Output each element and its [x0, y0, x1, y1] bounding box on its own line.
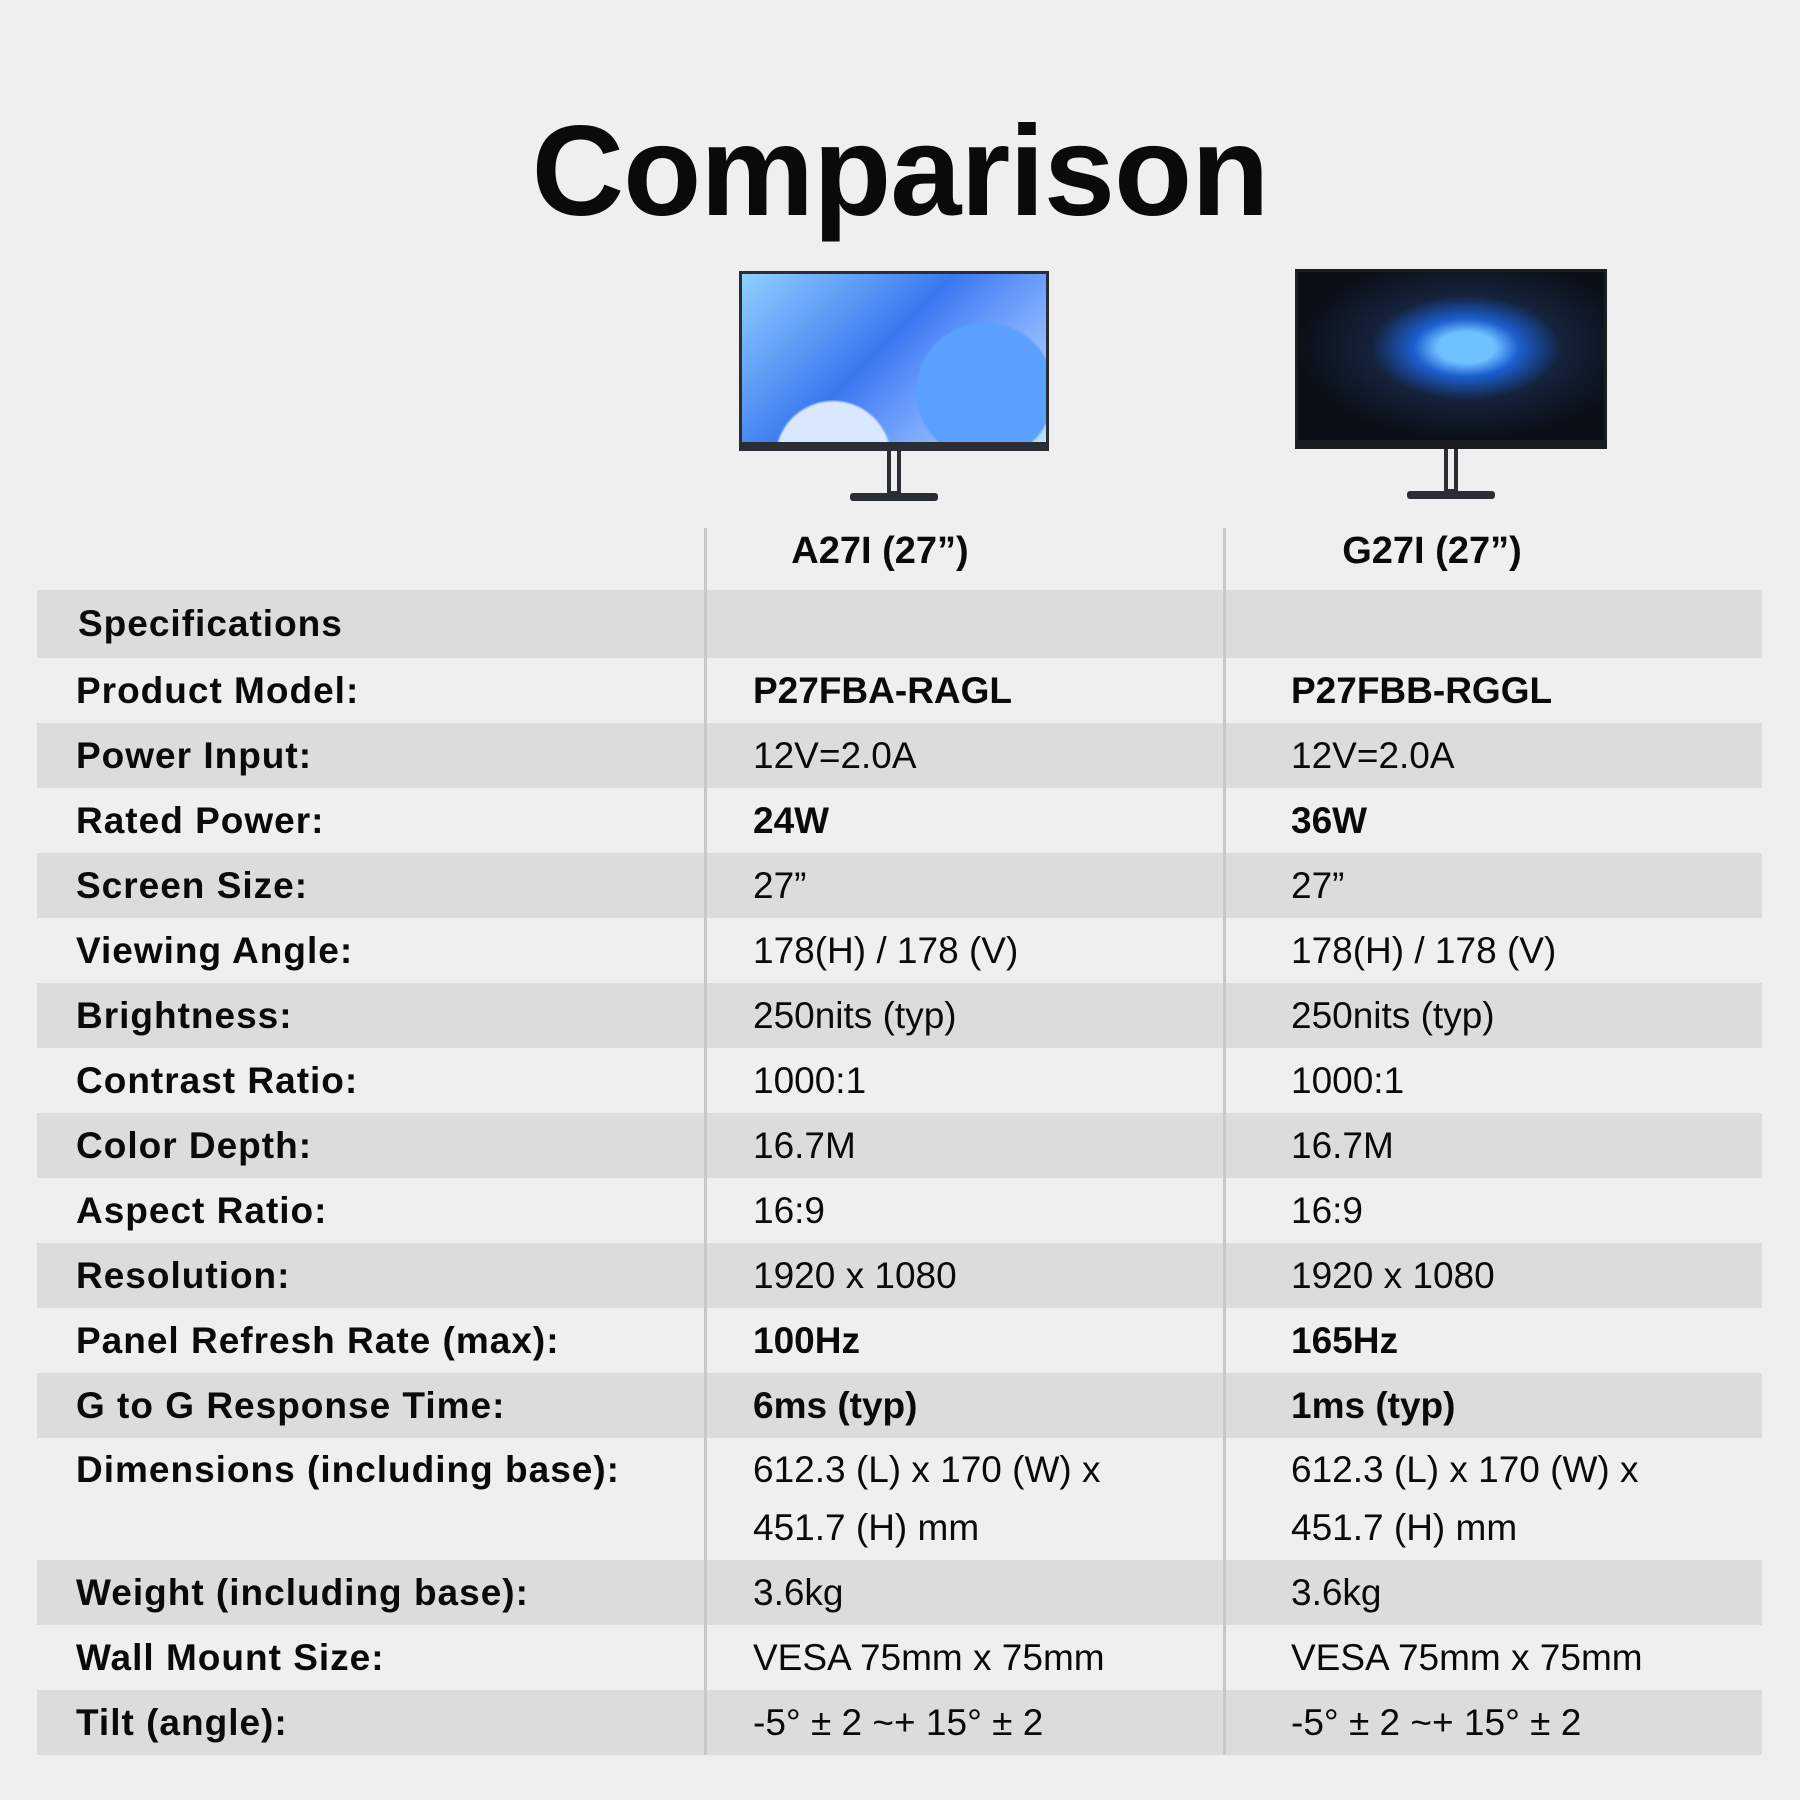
spec-value-b: 1000:1: [1291, 1059, 1405, 1101]
spec-value-a: 27”: [753, 864, 807, 906]
spec-row: Wall Mount Size: VESA 75mm x 75mm VESA 75m…: [37, 1625, 1762, 1690]
spec-value-a: 612.3 (L) x 170 (W) x: [753, 1449, 1101, 1490]
spec-row: Viewing Angle: 178(H) / 178 (V) 178(H) / 1…: [37, 918, 1762, 983]
spec-label: Product Model:: [76, 669, 360, 711]
product-a-name: A27I (27”): [791, 530, 969, 572]
spec-value-b: 3.6kg: [1291, 1571, 1382, 1613]
spec-value-b: 178(H) / 178 (V): [1291, 929, 1557, 971]
spec-label: Aspect Ratio:: [76, 1189, 328, 1231]
spec-value-a: VESA 75mm x 75mm: [753, 1636, 1105, 1678]
spec-value-a: 16:9: [753, 1189, 826, 1231]
spec-row: Aspect Ratio: 16:9 16:9: [37, 1178, 1762, 1243]
spec-value-b: 165Hz: [1291, 1319, 1398, 1361]
spec-value-b: 612.3 (L) x 170 (W) x: [1291, 1449, 1639, 1490]
spec-value-a: 100Hz: [753, 1319, 860, 1361]
spec-value-b-line2: 451.7 (H) mm: [1291, 1507, 1518, 1548]
spec-value-b: 1920 x 1080: [1291, 1254, 1495, 1296]
spec-header: Specifications: [78, 603, 343, 644]
spec-value-b: 27”: [1291, 864, 1345, 906]
spec-table: Specifications Product Model: P27FBA-RAGL…: [37, 590, 1762, 1755]
spec-value-a: 178(H) / 178 (V): [753, 929, 1019, 971]
spec-label: Color Depth:: [76, 1124, 313, 1166]
spec-header-row: Specifications: [37, 590, 1762, 658]
spec-row: Weight (including base): 3.6kg 3.6kg: [37, 1560, 1762, 1625]
spec-label: Screen Size:: [76, 864, 309, 906]
spec-value-a: 3.6kg: [753, 1571, 844, 1613]
spec-value-b: 16:9: [1291, 1189, 1364, 1231]
spec-row: Screen Size: 27” 27”: [37, 853, 1762, 918]
spec-value-a: -5° ± 2 ~+ 15° ± 2: [753, 1701, 1044, 1743]
column-divider: [704, 528, 707, 1755]
monitor-a27i-image: [739, 271, 1049, 503]
spec-value-b: 250nits (typ): [1291, 994, 1495, 1036]
monitor-g27i-image: [1295, 269, 1607, 503]
spec-value-b: 16.7M: [1291, 1124, 1394, 1166]
spec-row: Color Depth: 16.7M 16.7M: [37, 1113, 1762, 1178]
spec-row: Contrast Ratio: 1000:1 1000:1: [37, 1048, 1762, 1113]
spec-label: G to G Response Time:: [76, 1384, 506, 1426]
spec-value-a: 12V=2.0A: [753, 734, 917, 776]
spec-label: Viewing Angle:: [76, 929, 354, 971]
spec-value-a: 1920 x 1080: [753, 1254, 957, 1296]
spec-label: Contrast Ratio:: [76, 1059, 359, 1101]
spec-value-a: 6ms (typ): [753, 1384, 918, 1426]
spec-label: Rated Power:: [76, 799, 325, 841]
spec-label: Dimensions (including base):: [76, 1449, 620, 1490]
spec-value-b: 1ms (typ): [1291, 1384, 1456, 1426]
product-b-name: G27I (27”): [1342, 530, 1522, 572]
spec-label: Power Input:: [76, 734, 313, 776]
spec-row: Panel Refresh Rate (max): 100Hz 165Hz: [37, 1308, 1762, 1373]
spec-label: Tilt (angle):: [76, 1701, 288, 1743]
spec-value-b: P27FBB-RGGL: [1291, 669, 1553, 711]
spec-label: Panel Refresh Rate (max):: [76, 1319, 560, 1361]
spec-row: Tilt (angle): -5° ± 2 ~+ 15° ± 2 -5° ± 2 ~…: [37, 1690, 1762, 1755]
spec-value-a: P27FBA-RAGL: [753, 669, 1013, 711]
spec-row: Resolution: 1920 x 1080 1920 x 1080: [37, 1243, 1762, 1308]
spec-value-a: 250nits (typ): [753, 994, 957, 1036]
spec-value-b: VESA 75mm x 75mm: [1291, 1636, 1643, 1678]
spec-value-a-line2: 451.7 (H) mm: [753, 1507, 980, 1548]
spec-value-a: 1000:1: [753, 1059, 867, 1101]
spec-row: Product Model: P27FBA-RAGL P27FBB-RGGL: [37, 658, 1762, 723]
spec-row: G to G Response Time: 6ms (typ) 1ms (typ): [37, 1373, 1762, 1438]
spec-row: Rated Power: 24W 36W: [37, 788, 1762, 853]
page-title: Comparison: [531, 100, 1270, 243]
spec-label: Brightness:: [76, 994, 293, 1036]
spec-label: Weight (including base):: [76, 1571, 529, 1613]
spec-row: Dimensions (including base): 612.3 (L) x …: [37, 1438, 1762, 1560]
spec-value-a: 16.7M: [753, 1124, 856, 1166]
spec-label: Wall Mount Size:: [76, 1636, 385, 1678]
spec-value-b: 36W: [1291, 799, 1368, 841]
spec-label: Resolution:: [76, 1254, 291, 1296]
spec-value-b: 12V=2.0A: [1291, 734, 1455, 776]
spec-row: Brightness: 250nits (typ) 250nits (typ): [37, 983, 1762, 1048]
spec-value-b: -5° ± 2 ~+ 15° ± 2: [1291, 1701, 1582, 1743]
column-divider: [1223, 528, 1226, 1755]
spec-value-a: 24W: [753, 799, 830, 841]
spec-row: Power Input: 12V=2.0A 12V=2.0A: [37, 723, 1762, 788]
